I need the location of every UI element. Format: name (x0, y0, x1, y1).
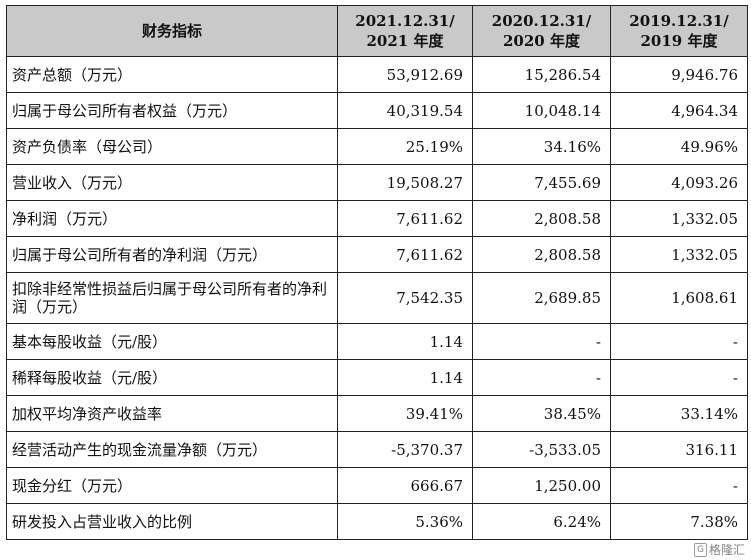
header-year: 2021 年度 (366, 32, 444, 50)
financial-indicators-table: 财务指标 2021.12.31/ 2021 年度 2020.12.31/ 202… (6, 5, 748, 540)
table-body: 资产总额（万元） 53,912.69 15,286.54 9,946.76 归属于母公司… (6, 56, 748, 540)
row-value: 316.11 (610, 431, 748, 468)
row-value: - (472, 359, 611, 396)
header-year: 2020 年度 (503, 32, 580, 50)
row-value: 38.45% (472, 395, 611, 432)
table-row: 稀释每股收益（元/股） 1.14- - (6, 359, 748, 396)
table-row: 基本每股收益（元/股） 1.14- - (6, 323, 748, 360)
header-year-2019: 2019.12.31/ 2019 年度 (610, 5, 748, 57)
row-value: 1,608.61 (610, 272, 748, 324)
row-value: 1,332.05 (610, 236, 748, 273)
row-label: 现金分红（万元） (6, 467, 338, 504)
row-value: 666.67 (337, 467, 473, 504)
row-value: 9,946.76 (610, 56, 748, 93)
row-value: 10,048.14 (472, 92, 611, 129)
row-value: 19,508.27 (337, 164, 473, 201)
row-value: 7.38% (610, 503, 748, 540)
row-value: 4,964.34 (610, 92, 748, 129)
row-value: 15,286.54 (472, 56, 611, 93)
table-row: 净利润（万元） 7,611.62 2,808.58 1,332.05 (6, 200, 748, 237)
watermark: G 格隆汇 (694, 541, 745, 558)
table-row: 资产负债率（母公司） 25.19% 34.16% 49.96% (6, 128, 748, 165)
header-year-2020: 2020.12.31/ 2020 年度 (472, 5, 611, 57)
row-value: - (610, 359, 748, 396)
row-value: 2,689.85 (472, 272, 611, 324)
row-value: 7,611.62 (337, 200, 473, 237)
row-label: 归属于母公司所有者权益（万元） (6, 92, 338, 129)
row-value: 1.14 (337, 323, 473, 360)
row-label: 稀释每股收益（元/股） (6, 359, 338, 396)
row-value: - (610, 467, 748, 504)
table-row: 加权平均净资产收益率 39.41% 38.45% 33.14% (6, 395, 748, 432)
row-value: 39.41% (337, 395, 473, 432)
table-header: 财务指标 2021.12.31/ 2021 年度 2020.12.31/ 202… (6, 5, 748, 57)
row-label: 加权平均净资产收益率 (6, 395, 338, 432)
row-value: 2,808.58 (472, 236, 611, 273)
header-year: 2019 年度 (640, 32, 718, 50)
row-value: - (610, 323, 748, 360)
row-value: -5,370.37 (337, 431, 473, 468)
row-value: 1.14 (337, 359, 473, 396)
watermark-logo-icon: G (694, 542, 707, 557)
row-value: 7,455.69 (472, 164, 611, 201)
row-value: 7,542.35 (337, 272, 473, 324)
table-row: 扣除非经常性损益后归属于母公司所有者的净利润（万元） 7,542.35 2,689.… (6, 272, 748, 324)
row-value: - (472, 323, 611, 360)
row-value: 4,093.26 (610, 164, 748, 201)
table-row: 现金分红（万元） 666.67 1,250.00- (6, 467, 748, 504)
row-value: 34.16% (472, 128, 611, 165)
row-value: 49.96% (610, 128, 748, 165)
table-row: 资产总额（万元） 53,912.69 15,286.54 9,946.76 (6, 56, 748, 93)
header-date: 2021.12.31/ (355, 12, 455, 30)
table-row: 归属于母公司所有者的净利润（万元） 7,611.62 2,808.58 1,332.0… (6, 236, 748, 273)
row-value: 6.24% (472, 503, 611, 540)
table-row: 营业收入（万元） 19,508.27 7,455.69 4,093.26 (6, 164, 748, 201)
row-value: 2,808.58 (472, 200, 611, 237)
row-value: 7,611.62 (337, 236, 473, 273)
header-year-2021: 2021.12.31/ 2021 年度 (337, 5, 473, 57)
row-value: 53,912.69 (337, 56, 473, 93)
row-label: 净利润（万元） (6, 200, 338, 237)
header-row: 财务指标 2021.12.31/ 2021 年度 2020.12.31/ 202… (6, 5, 748, 57)
row-label: 资产总额（万元） (6, 56, 338, 93)
row-value: -3,533.05 (472, 431, 611, 468)
table-row: 归属于母公司所有者权益（万元） 40,319.54 10,048.14 4,964.3… (6, 92, 748, 129)
row-label: 营业收入（万元） (6, 164, 338, 201)
row-label: 归属于母公司所有者的净利润（万元） (6, 236, 338, 273)
row-label: 资产负债率（母公司） (6, 128, 338, 165)
row-value: 40,319.54 (337, 92, 473, 129)
row-label: 研发投入占营业收入的比例 (6, 503, 338, 540)
table-row: 经营活动产生的现金流量净额（万元） -5,370.37 -3,533.05 316.1… (6, 431, 748, 468)
row-label: 扣除非经常性损益后归属于母公司所有者的净利润（万元） (6, 272, 338, 324)
row-value: 1,250.00 (472, 467, 611, 504)
row-label: 经营活动产生的现金流量净额（万元） (6, 431, 338, 468)
row-label: 基本每股收益（元/股） (6, 323, 338, 360)
row-value: 5.36% (337, 503, 473, 540)
header-date: 2019.12.31/ (629, 12, 729, 30)
header-indicator: 财务指标 (6, 5, 338, 57)
row-value: 25.19% (337, 128, 473, 165)
table-row: 研发投入占营业收入的比例 5.36% 6.24% 7.38% (6, 503, 748, 540)
watermark-text: 格隆汇 (708, 543, 745, 557)
header-date: 2020.12.31/ (491, 12, 592, 30)
row-value: 1,332.05 (610, 200, 748, 237)
row-value: 33.14% (610, 395, 748, 432)
